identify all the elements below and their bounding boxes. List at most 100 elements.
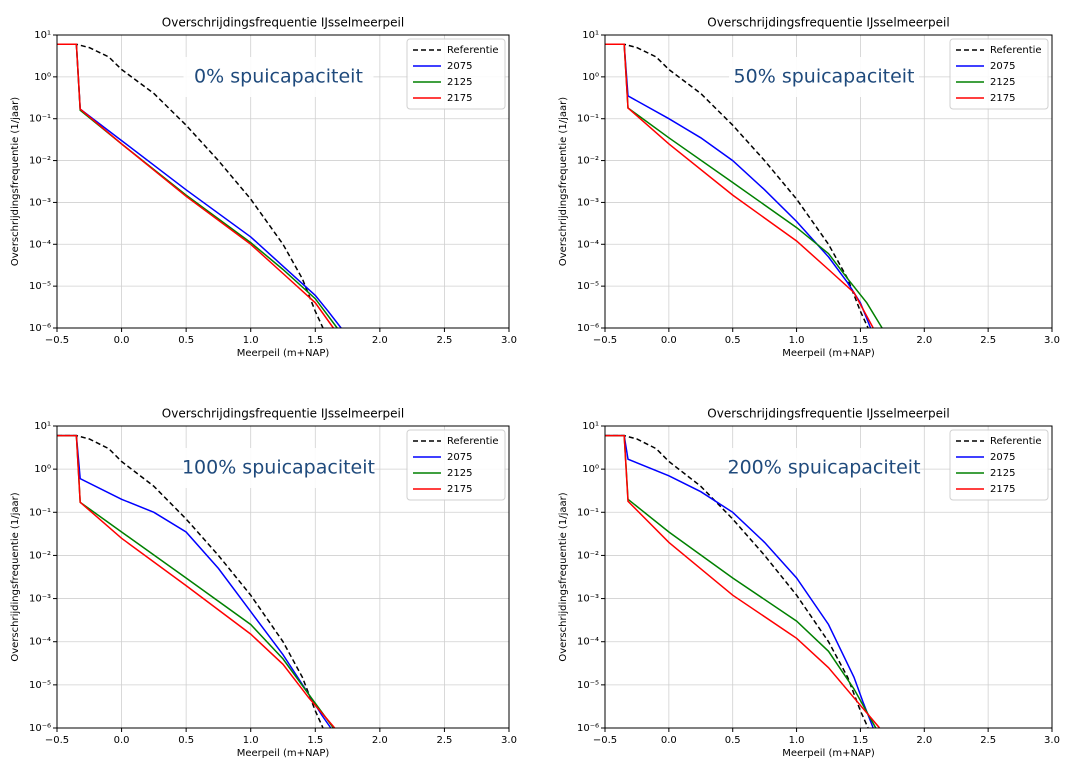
chart-title: Overschrijdingsfrequentie IJsselmeerpeil: [707, 407, 949, 421]
axes-frame: [56, 34, 510, 329]
legend-label: 2125: [447, 468, 472, 479]
legend-box: [406, 429, 506, 501]
legend-label: 2175: [990, 484, 1015, 495]
x-tick-label: 0.5: [725, 335, 741, 346]
legend-label: 2125: [990, 468, 1015, 479]
y-tick-label: 10⁻²: [29, 550, 51, 561]
annotation-box: [729, 448, 920, 488]
legend-label: Referentie: [990, 45, 1042, 56]
annotation-box: [729, 57, 920, 97]
legend-label: Referentie: [447, 436, 499, 447]
annotation: 100% spuicapaciteit: [182, 457, 375, 479]
y-tick-label: 10⁻¹: [29, 114, 51, 125]
axes-frame: [56, 425, 510, 729]
x-tick-label: 3.0: [1044, 335, 1060, 346]
y-tick-label: 10⁰: [34, 72, 51, 83]
chart-title: Overschrijdingsfrequentie IJsselmeerpeil: [707, 16, 949, 30]
chart-title: Overschrijdingsfrequentie IJsselmeerpeil: [162, 407, 404, 421]
x-tick-label: 1.5: [307, 735, 323, 746]
x-axis-label: Meerpeil (m+NAP): [237, 748, 330, 759]
legend-box: [406, 38, 506, 110]
axes-frame: [604, 425, 1053, 729]
x-axis-label: Meerpeil (m+NAP): [782, 348, 875, 359]
y-tick-label: 10⁻⁴: [29, 239, 51, 250]
x-tick-label: 2.0: [372, 735, 388, 746]
annotation: 200% spuicapaciteit: [728, 457, 921, 479]
x-tick-label: −0.5: [593, 735, 617, 746]
subplot: −0.5 0.0 0.5 1.0 1.5 2.0 2.5 3.0 10⁻⁶ 10⁻⁵ 10⁻⁴ 10⁻…: [558, 16, 1060, 360]
x-tick-label: 2.5: [436, 335, 452, 346]
y-tick-label: 10⁻³: [577, 594, 599, 605]
annotation-box: [183, 57, 374, 97]
y-tick-label: 10⁻⁵: [29, 680, 51, 691]
legend-label: Referentie: [990, 436, 1042, 447]
x-tick-label: −0.5: [593, 335, 617, 346]
legend-box: [949, 429, 1049, 501]
x-tick-label: 1.5: [307, 335, 323, 346]
subplot: −0.5 0.0 0.5 1.0 1.5 2.0 2.5 3.0 10⁻⁶ 10⁻⁵ 10⁻⁴ 10⁻…: [558, 407, 1060, 760]
series-line: [57, 434, 336, 729]
series-line: [57, 43, 324, 329]
y-tick-label: 10⁻⁵: [577, 281, 599, 292]
y-tick-label: 10¹: [582, 30, 599, 41]
x-tick-label: 1.0: [789, 735, 805, 746]
x-tick-label: 0.5: [178, 735, 194, 746]
x-tick-label: 2.5: [980, 735, 996, 746]
y-tick-label: 10⁻²: [577, 550, 599, 561]
legend-label: 2075: [990, 61, 1015, 72]
legend-label: 2175: [447, 93, 472, 104]
y-tick-label: 10¹: [34, 421, 51, 432]
x-tick-label: 1.0: [243, 735, 259, 746]
x-tick-label: 0.5: [178, 335, 194, 346]
y-tick-label: 10⁻⁵: [577, 680, 599, 691]
x-tick-label: −0.5: [45, 735, 69, 746]
subplot: −0.5 0.0 0.5 1.0 1.5 2.0 2.5 3.0 10⁻⁶ 10⁻⁵ 10⁻⁴ 10⁻…: [10, 407, 517, 760]
y-tick-label: 10⁻⁶: [577, 323, 599, 334]
y-tick-label: 10⁻³: [29, 594, 51, 605]
series-line: [57, 434, 324, 729]
series-line: [605, 43, 869, 329]
x-tick-label: 0.0: [114, 735, 130, 746]
x-axis-label: Meerpeil (m+NAP): [237, 348, 330, 359]
legend-label: 2125: [990, 77, 1015, 88]
legend-label: 2075: [990, 452, 1015, 463]
y-tick-label: 10⁻⁶: [29, 723, 51, 734]
x-tick-label: 1.0: [789, 335, 805, 346]
x-tick-label: 0.0: [661, 335, 677, 346]
x-tick-label: 3.0: [501, 735, 517, 746]
series-line: [605, 43, 874, 329]
y-tick-label: 10⁻³: [577, 197, 599, 208]
y-tick-label: 10⁻⁶: [577, 723, 599, 734]
x-tick-label: −0.5: [45, 335, 69, 346]
legend-label: 2175: [447, 484, 472, 495]
annotation: 50% spuicapaciteit: [734, 66, 915, 88]
y-tick-label: 10⁰: [34, 464, 51, 475]
legend-box: [949, 38, 1049, 110]
x-tick-label: 1.0: [243, 335, 259, 346]
legend-label: 2075: [447, 61, 472, 72]
x-tick-label: 2.0: [916, 335, 932, 346]
legend-label: Referentie: [447, 45, 499, 56]
x-tick-label: 2.0: [916, 735, 932, 746]
x-tick-label: 1.5: [852, 335, 868, 346]
y-tick-label: 10⁰: [582, 72, 599, 83]
x-tick-label: 2.5: [436, 735, 452, 746]
y-axis-label: Overschrijdingsfrequentie (1/jaar): [558, 97, 569, 266]
y-tick-label: 10⁻²: [577, 156, 599, 167]
annotation: 0% spuicapaciteit: [194, 66, 363, 88]
x-tick-label: 2.0: [372, 335, 388, 346]
series-line: [605, 434, 874, 729]
legend-label: 2075: [447, 452, 472, 463]
y-axis-label: Overschrijdingsfrequentie (1/jaar): [558, 492, 569, 661]
legend-label: 2125: [447, 77, 472, 88]
y-tick-label: 10⁰: [582, 464, 599, 475]
axes-frame: [604, 34, 1053, 329]
y-axis-label: Overschrijdingsfrequentie (1/jaar): [10, 97, 21, 266]
y-tick-label: 10⁻³: [29, 197, 51, 208]
x-tick-label: 2.5: [980, 335, 996, 346]
y-tick-label: 10⁻¹: [577, 114, 599, 125]
annotation-box: [183, 448, 374, 488]
y-tick-label: 10⁻²: [29, 156, 51, 167]
series-line: [605, 434, 869, 729]
